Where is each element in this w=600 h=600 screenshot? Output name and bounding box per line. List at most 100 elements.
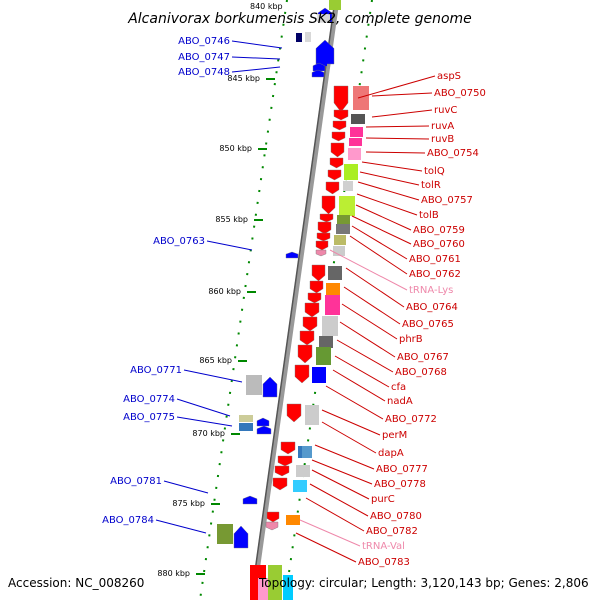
cog-box [293, 480, 307, 492]
gene-label-right: ABO_0777 [376, 464, 428, 475]
cog-box [337, 215, 350, 224]
cog-box [353, 86, 369, 110]
gene-label-right: perM [382, 430, 407, 441]
right-label-connector [339, 321, 396, 358]
gene-label-right: ABO_0782 [366, 526, 418, 537]
cog-box [339, 196, 355, 216]
kbp-tick-label: 865 kbp [199, 356, 232, 365]
gene-label-right: tRNA-Lys [409, 285, 453, 296]
gene-arrow [299, 330, 315, 346]
gene-arrow [316, 232, 331, 242]
gene-arrow [321, 195, 336, 215]
cog-box [351, 114, 365, 124]
gene-arrow [317, 221, 332, 235]
gene-arrow [256, 425, 272, 435]
cog-box [283, 575, 293, 600]
gene-arrow [302, 316, 318, 332]
cog-box [217, 524, 233, 544]
cog-box [268, 565, 282, 600]
cog-box [320, 58, 327, 66]
gene-label-left: ABO_0781 [110, 476, 162, 487]
cog-box [349, 138, 362, 146]
genome-title: Alcanivorax borkumensis SK2, complete ge… [127, 11, 472, 27]
right-label-connector [351, 225, 408, 260]
kbp-tick-label: 845 kbp [227, 74, 260, 83]
gene-label-left: ABO_0747 [178, 52, 230, 63]
gene-label-right: aspS [437, 71, 461, 82]
gene-arrow [265, 521, 279, 531]
cog-box [296, 33, 302, 42]
cog-box [343, 181, 353, 191]
gene-arrow [331, 131, 346, 142]
right-label-connector [345, 267, 405, 308]
gene-arrow [330, 142, 345, 158]
gene-label-left: ABO_0771 [130, 365, 182, 376]
gene-label-right: ruvC [434, 105, 457, 116]
cog-box [316, 347, 331, 365]
right-label-connector [361, 161, 423, 172]
cog-box [334, 235, 346, 245]
gene-arrow [297, 344, 313, 364]
right-label-connector [321, 409, 381, 436]
cog-box [348, 148, 361, 160]
right-label-connector [371, 92, 433, 97]
right-label-connector [311, 459, 373, 485]
gene-label-right: ABO_0759 [413, 225, 465, 236]
gene-arrow [319, 213, 334, 223]
cog-box [322, 316, 338, 336]
cog-box [296, 465, 310, 477]
gene-label-right: ABO_0754 [427, 148, 479, 159]
left-gene-labels: ABO_0746 ABO_0747 ABO_0748 ABO_0763 ABO_0771… [102, 36, 283, 534]
gene-arrow [311, 264, 326, 282]
gene-label-right: ABO_0778 [374, 479, 426, 490]
kbp-tick-label: 855 kbp [215, 215, 248, 224]
right-label-connector [365, 125, 430, 128]
gene-label-right: tolB [419, 210, 439, 221]
left-label-connector [183, 369, 243, 383]
left-track-guide [199, 0, 288, 600]
left-label-connector [231, 66, 281, 73]
right-track-guide [284, 0, 373, 600]
gene-label-left: ABO_0775 [123, 412, 175, 423]
right-label-connector [332, 369, 386, 402]
cog-box [312, 367, 326, 383]
right-label-connector [357, 75, 436, 99]
cog-box [246, 375, 262, 395]
gene-label-right: tolR [421, 180, 441, 191]
gene-label-right: ruvA [431, 121, 454, 132]
cog-box [344, 164, 358, 180]
right-label-connector [365, 151, 426, 154]
gene-features [217, 0, 369, 600]
gene-label-left: ABO_0774 [123, 394, 175, 405]
left-label-connector [163, 480, 209, 494]
gene-label-right: ABO_0761 [409, 254, 461, 265]
gene-arrow [332, 120, 347, 131]
gene-label-left: ABO_0748 [178, 67, 230, 78]
genome-backbone [250, 0, 340, 600]
cog-box [333, 246, 345, 256]
gene-arrow [266, 511, 280, 523]
gene-arrow [307, 292, 322, 304]
kbp-tick-label: 875 kbp [172, 499, 205, 508]
gene-arrow [262, 376, 278, 398]
gene-arrow [256, 417, 270, 427]
gene-arrow [233, 525, 249, 549]
kbp-tick-label: 880 kbp [157, 569, 190, 578]
right-label-connector [334, 355, 390, 388]
cog-box [350, 127, 363, 137]
right-gene-labels: aspS ABO_0750 ruvC ruvA ruvB ABO_0754 tolQ tolR… [295, 71, 486, 568]
right-label-connector [299, 519, 361, 547]
gene-arrow [309, 280, 324, 294]
left-label-connector [231, 40, 283, 49]
gene-label-right: purC [371, 494, 395, 505]
right-label-connector [349, 235, 408, 275]
right-label-connector [359, 171, 420, 186]
right-label-connector [351, 215, 412, 245]
accession-text: Accession: NC_008260 [8, 576, 144, 590]
gene-arrow [327, 169, 342, 181]
cog-box [302, 446, 312, 458]
gene-arrow [274, 465, 290, 477]
genome-backbone-shadow [250, 0, 336, 600]
gene-arrow [277, 455, 293, 467]
kbp-tick-label: 870 kbp [192, 429, 225, 438]
